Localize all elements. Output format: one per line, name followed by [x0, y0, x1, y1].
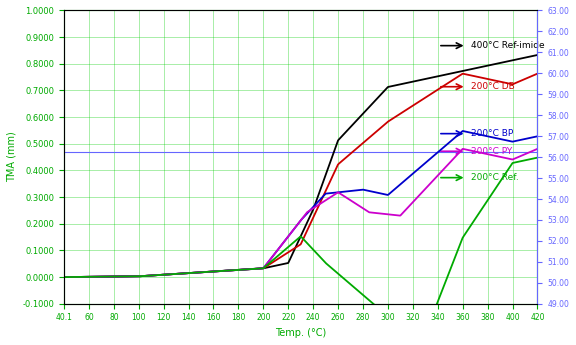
Y-axis label: TMA (mm): TMA (mm)	[7, 132, 17, 183]
X-axis label: Temp. (°C): Temp. (°C)	[275, 328, 327, 338]
Text: 200°C Ref.: 200°C Ref.	[471, 173, 519, 182]
Text: 200°C DB: 200°C DB	[471, 82, 515, 91]
Text: 400°C Ref-imide: 400°C Ref-imide	[471, 41, 545, 50]
Text: 200°C PY: 200°C PY	[471, 147, 513, 156]
Text: 200°C BP: 200°C BP	[471, 129, 513, 138]
